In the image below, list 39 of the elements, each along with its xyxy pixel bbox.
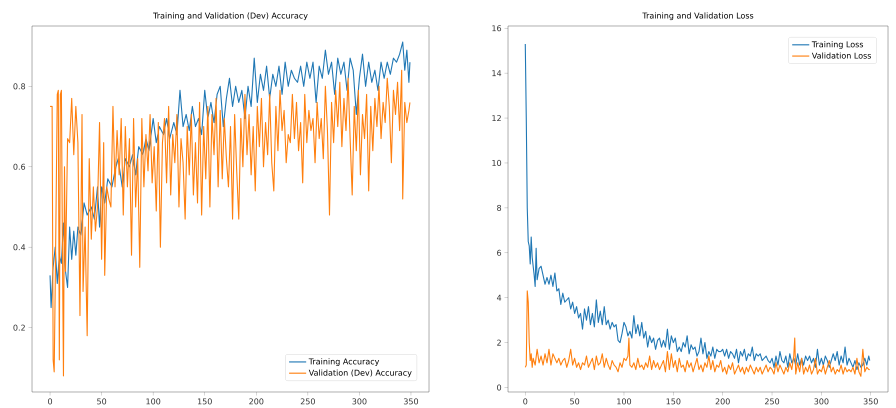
x-tick-label: 200: [249, 398, 264, 404]
line-series: [50, 70, 410, 376]
y-tick-label: 12: [492, 115, 501, 122]
x-tick-label: 350: [404, 398, 418, 404]
legend-label: Training Accuracy: [308, 358, 380, 366]
x-tick-label: 100: [617, 398, 632, 404]
y-tick-label: 2: [497, 340, 501, 346]
y-tick-label: 0.6: [13, 164, 26, 170]
chart-title: Training and Validation Loss: [642, 12, 754, 20]
x-tick-label: 50: [97, 398, 106, 404]
legend-label: Validation (Dev) Accuracy: [308, 370, 412, 378]
x-tick-label: 100: [146, 398, 160, 404]
x-tick-label: 150: [198, 398, 212, 404]
line-series: [524, 290, 870, 377]
legend-label: Validation Loss: [812, 52, 872, 59]
chart-title: Training and Validation (Dev) Accuracy: [153, 12, 308, 20]
x-tick-label: 300: [814, 398, 828, 404]
y-tick-label: 0.8: [13, 83, 26, 90]
y-tick-label: 16: [492, 25, 502, 32]
x-tick-label: 50: [570, 398, 580, 404]
y-tick-label: 14: [492, 70, 502, 76]
line-series: [524, 43, 870, 370]
x-tick-label: 200: [716, 398, 730, 404]
y-tick-label: 4: [496, 294, 502, 301]
y-tick-label: 0.4: [13, 244, 26, 250]
y-tick-label: 6: [497, 250, 502, 256]
y-tick-label: 8: [497, 204, 502, 211]
line-series: [50, 42, 410, 308]
y-tick-label: 0.2: [13, 324, 25, 331]
x-tick-label: 0: [523, 398, 528, 404]
x-tick-label: 250: [300, 398, 315, 404]
x-tick-label: 0: [48, 398, 52, 404]
legend-label: Training Loss: [812, 41, 864, 49]
x-tick-label: 150: [666, 398, 680, 404]
y-tick-label: 10: [492, 160, 502, 166]
x-tick-label: 250: [764, 398, 780, 404]
x-tick-label: 300: [352, 398, 367, 404]
x-tick-label: 350: [864, 398, 878, 404]
y-tick-label: 0: [497, 384, 502, 391]
